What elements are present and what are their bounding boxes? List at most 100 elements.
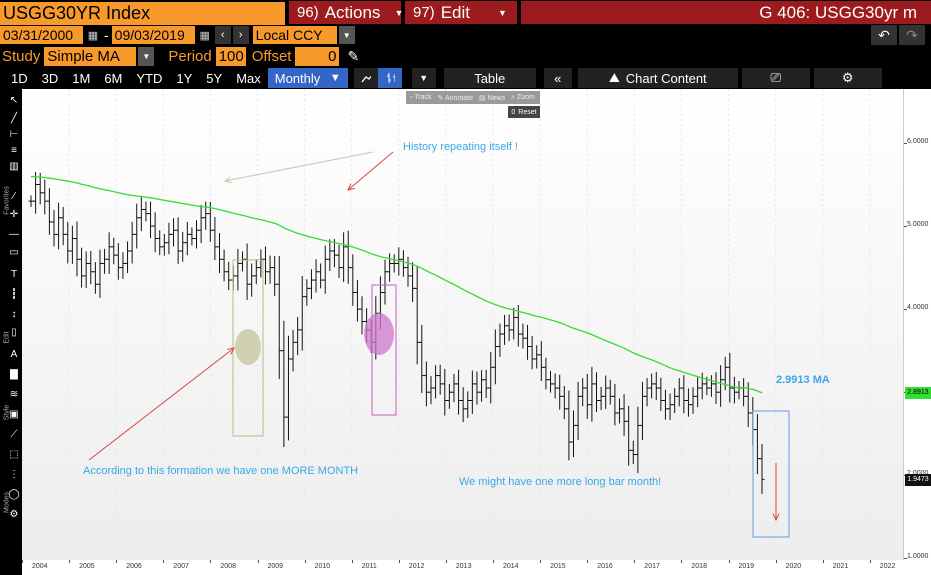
measure-icon[interactable]: ↕ xyxy=(11,308,17,320)
redo-icon[interactable]: ↷ xyxy=(899,25,925,45)
ma-annotation[interactable]: 2.9913 MA xyxy=(776,374,830,386)
channel-icon[interactable]: ▥ xyxy=(9,160,19,172)
reset-button[interactable]: 0 Reset xyxy=(508,106,540,118)
long-bar-annotation[interactable]: We might have one more long bar month! xyxy=(459,476,662,488)
table-button[interactable]: Table xyxy=(443,68,536,88)
collapse-icon[interactable]: « xyxy=(543,68,572,88)
chart-toolbar: 1D 3D 1M 6M YTD 1Y 5Y Max Monthly ▼ ▼ Table « ⛰… xyxy=(0,67,931,89)
ruler-icon[interactable]: ⊢ xyxy=(9,128,19,140)
pointer-icon[interactable]: ↖ xyxy=(9,94,19,106)
period-input[interactable]: 100 xyxy=(215,46,246,66)
range-button-5y[interactable]: 5Y xyxy=(206,70,223,86)
frequency-label: Monthly xyxy=(274,70,321,86)
calendar-icon[interactable]: ▦ xyxy=(196,26,213,44)
x-tick-mark xyxy=(163,560,165,563)
x-tick-label: 2010 xyxy=(314,563,331,570)
gear-icon[interactable]: ⚙ xyxy=(813,68,882,88)
x-tick-mark xyxy=(69,560,71,563)
range-button-3d[interactable]: 3D xyxy=(41,70,59,86)
ticker-field[interactable]: USGG30YR Index xyxy=(0,1,285,25)
caret-down-icon[interactable]: ▼ xyxy=(411,68,436,88)
x-tick-mark xyxy=(587,560,589,563)
style-icon[interactable]: ≋ xyxy=(9,388,19,400)
fibonacci-icon[interactable]: ≡ xyxy=(11,144,17,156)
chart-content-icon: ⛰ xyxy=(608,70,620,85)
x-tick-mark xyxy=(304,560,306,563)
range-button-1m[interactable]: 1M xyxy=(72,70,91,86)
x-tick-label: 2022 xyxy=(879,563,896,570)
dotted-icon[interactable]: ⋮ xyxy=(9,468,19,480)
x-tick-mark xyxy=(398,560,400,563)
formation-arrow xyxy=(88,347,235,461)
x-tick-mark xyxy=(351,560,353,563)
chart-content-button[interactable]: ⛰ Chart Content xyxy=(577,68,738,88)
x-tick-mark xyxy=(445,560,447,563)
page-title: G 406: USGG30yr m xyxy=(521,1,931,24)
calendar-icon[interactable]: ▦ xyxy=(85,26,101,44)
period-label: Period xyxy=(168,47,212,65)
y-tick-mark xyxy=(904,558,907,560)
study-select[interactable]: Simple MA xyxy=(44,46,137,66)
history-arrow-grey xyxy=(224,151,374,182)
annotate-tool[interactable]: ✎ Annotate xyxy=(437,94,474,102)
zoom-tool[interactable]: ⌕ Zoom xyxy=(511,93,535,101)
annotate-label: Annotate xyxy=(445,94,474,102)
line-chart-icon[interactable] xyxy=(353,68,378,88)
history-arrow-grey-head xyxy=(223,176,232,184)
edit-chart-icon[interactable]: ⎚ xyxy=(741,68,810,88)
horizontal-line-icon[interactable]: — xyxy=(9,228,19,240)
actions-menu[interactable]: 96) Actions ▼ xyxy=(289,1,403,24)
y-tick-label: 1.0000 xyxy=(907,553,929,561)
color-icon[interactable]: ▣ xyxy=(9,408,19,420)
ellipse-icon[interactable]: ◯ xyxy=(8,488,20,500)
x-tick-label: 2018 xyxy=(691,563,707,570)
eraser-icon[interactable]: ▯ xyxy=(11,326,17,338)
highlighter-icon[interactable]: ▇ xyxy=(10,368,18,380)
history-arrow-red xyxy=(347,151,394,191)
price-chart[interactable]: ▫ Track ✎ Annotate ▤ News ⌕ Zoom 0 Reset… xyxy=(21,89,903,560)
offset-input[interactable]: 0 xyxy=(295,46,340,66)
wand-icon[interactable]: ⟋ xyxy=(10,428,18,440)
pencil-icon[interactable]: ✎ xyxy=(347,47,360,64)
font-icon[interactable]: A xyxy=(10,348,18,360)
range-button-6m[interactable]: 6M xyxy=(104,70,123,86)
bar-chart-icon[interactable] xyxy=(377,68,402,88)
brush-icon[interactable]: ∕ xyxy=(13,190,15,202)
chevron-left-icon[interactable]: ‹ xyxy=(214,26,231,44)
reset-number: 0 xyxy=(511,108,516,116)
drawing-tools-strip: ↖ ╱ ⊢ ≡ ▥ ∕ ✛ — ▭ T ┇ ↕ ▯ A ▇ ≋ ▣ ⟋ ⬚ ⋮ ◯ ⚙ Favorites Edit Style… xyxy=(0,89,22,575)
caret-down-icon[interactable]: ▼ xyxy=(138,46,155,66)
chevron-right-icon[interactable]: › xyxy=(232,26,249,44)
range-button-max[interactable]: Max xyxy=(236,70,261,86)
settings-icon[interactable]: ⚙ xyxy=(9,508,19,520)
caret-down-icon: ▼ xyxy=(497,7,507,18)
cross-icon[interactable]: ✛ xyxy=(9,208,19,220)
undo-icon[interactable]: ↶ xyxy=(871,25,897,45)
currency-select[interactable]: Local CCY xyxy=(252,26,337,44)
edit-menu[interactable]: 97) Edit ▼ xyxy=(405,1,517,24)
text-tool-icon[interactable]: T xyxy=(10,268,18,280)
range-button-1d[interactable]: 1D xyxy=(11,70,28,86)
y-tick-label: 6.0000 xyxy=(907,137,929,145)
actions-label: Actions xyxy=(324,2,381,22)
history-annotation[interactable]: History repeating itself ! xyxy=(403,141,518,153)
last-price-tag: 1.9473 xyxy=(905,473,931,486)
y-tick-mark xyxy=(904,226,907,228)
lock-icon[interactable]: ⬚ xyxy=(9,448,19,460)
range-button-ytd[interactable]: YTD xyxy=(136,70,163,86)
line-tool-icon[interactable]: ╱ xyxy=(10,112,18,124)
ma-price-tag: 2.8913 xyxy=(905,386,931,399)
caret-down-icon: ▼ xyxy=(329,72,341,84)
range-button-1y[interactable]: 1Y xyxy=(176,70,193,86)
caret-down-icon[interactable]: ▼ xyxy=(338,26,355,44)
end-date-field[interactable]: 09/03/2019 xyxy=(111,26,195,44)
track-tool[interactable]: ▫ Track xyxy=(410,94,432,101)
shape-icon[interactable]: ▭ xyxy=(9,246,19,258)
x-tick-mark xyxy=(728,560,730,563)
news-tool[interactable]: ▤ News xyxy=(479,94,506,102)
x-tick-mark xyxy=(540,560,542,563)
formation-annotation[interactable]: According to this formation we have one … xyxy=(83,465,359,477)
frequency-select[interactable]: Monthly ▼ xyxy=(267,68,348,88)
marker-icon[interactable]: ┇ xyxy=(10,288,18,300)
start-date-field[interactable]: 03/31/2000 xyxy=(0,26,83,44)
